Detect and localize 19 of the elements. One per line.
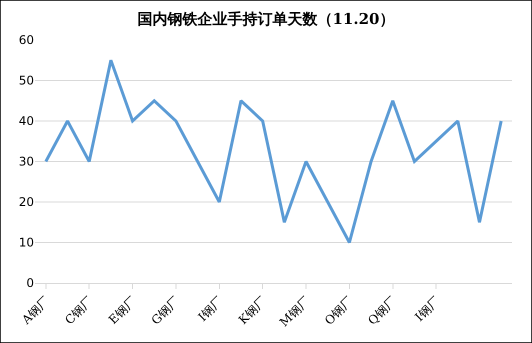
x-tick-label: G钢厂 [148,294,182,328]
y-tick-label: 10 [18,236,34,250]
y-tick-label: 30 [18,154,34,169]
x-tick-label: M钢厂 [276,294,312,330]
y-tick-label: 40 [18,114,34,128]
x-tick-label: I钢厂 [195,294,226,324]
x-tick-label: Q钢厂 [365,294,400,328]
y-tick-label: 60 [18,33,34,48]
x-tick-label: C钢厂 [62,294,96,328]
x-tick-label: A钢厂 [18,294,52,328]
line-series [44,58,503,244]
chart-title: 国内钢铁企业手持订单天数（11.20） [138,10,394,28]
x-tick-label: O钢厂 [322,294,356,328]
x-tick-label: I钢厂 [412,294,442,324]
y-tick-label: 50 [18,74,34,88]
y-tick-label: 0 [26,276,34,290]
x-tick-label: K钢厂 [236,294,270,328]
x-tick-label: E钢厂 [106,294,139,327]
y-tick-label: 20 [18,195,34,210]
